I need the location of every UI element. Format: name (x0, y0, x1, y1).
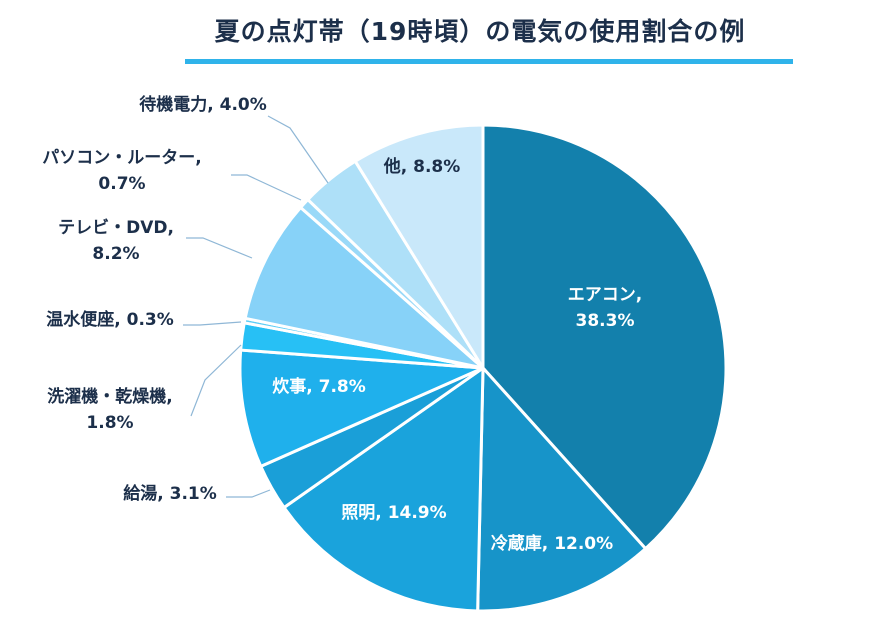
slice-label-3: 照明, 14.9% (341, 503, 446, 523)
slice-value-label-8: 8.2% (92, 244, 139, 264)
slice-label-10: 待機電力, 4.0% (139, 94, 267, 115)
title-underline (185, 59, 793, 64)
pie-slice-5 (238, 348, 485, 468)
slice-label-5: 炊事, 7.8% (272, 376, 366, 397)
slice-label-1: エアコン, (568, 285, 642, 305)
leader-line-7 (183, 321, 242, 326)
slice-value-label-1: 38.3% (576, 311, 635, 331)
slice-label-4: 給湯, 3.1% (123, 483, 217, 504)
leader-line-8 (186, 237, 253, 259)
slice-label-7: 温水便座, 0.3% (46, 309, 174, 330)
leader-line-10 (267, 115, 329, 184)
slice-label-2: 冷蔵庫, 12.0% (491, 533, 613, 554)
slice-label-6: 洗濯機・乾燥機, (47, 386, 172, 407)
pie-slice-11 (353, 123, 485, 370)
pie-slice-2 (476, 366, 648, 613)
slice-value-label-9: 0.7% (98, 174, 145, 194)
pie-slice-8 (243, 205, 485, 370)
chart-title: 夏の点灯帯（19時頃）の電気の使用割合の例 (214, 17, 746, 46)
slice-label-9: パソコン・ルーター, (42, 148, 201, 168)
slice-label-11: 他, 8.8% (383, 156, 461, 177)
pie-slice-3 (282, 366, 485, 613)
slice-label-8: テレビ・DVD, (58, 218, 174, 238)
pie-slice-1 (481, 123, 728, 551)
leader-line-9 (231, 174, 302, 201)
slice-value-label-6: 1.8% (86, 413, 133, 433)
leader-line-4 (226, 489, 271, 498)
leader-line-6 (190, 344, 242, 417)
